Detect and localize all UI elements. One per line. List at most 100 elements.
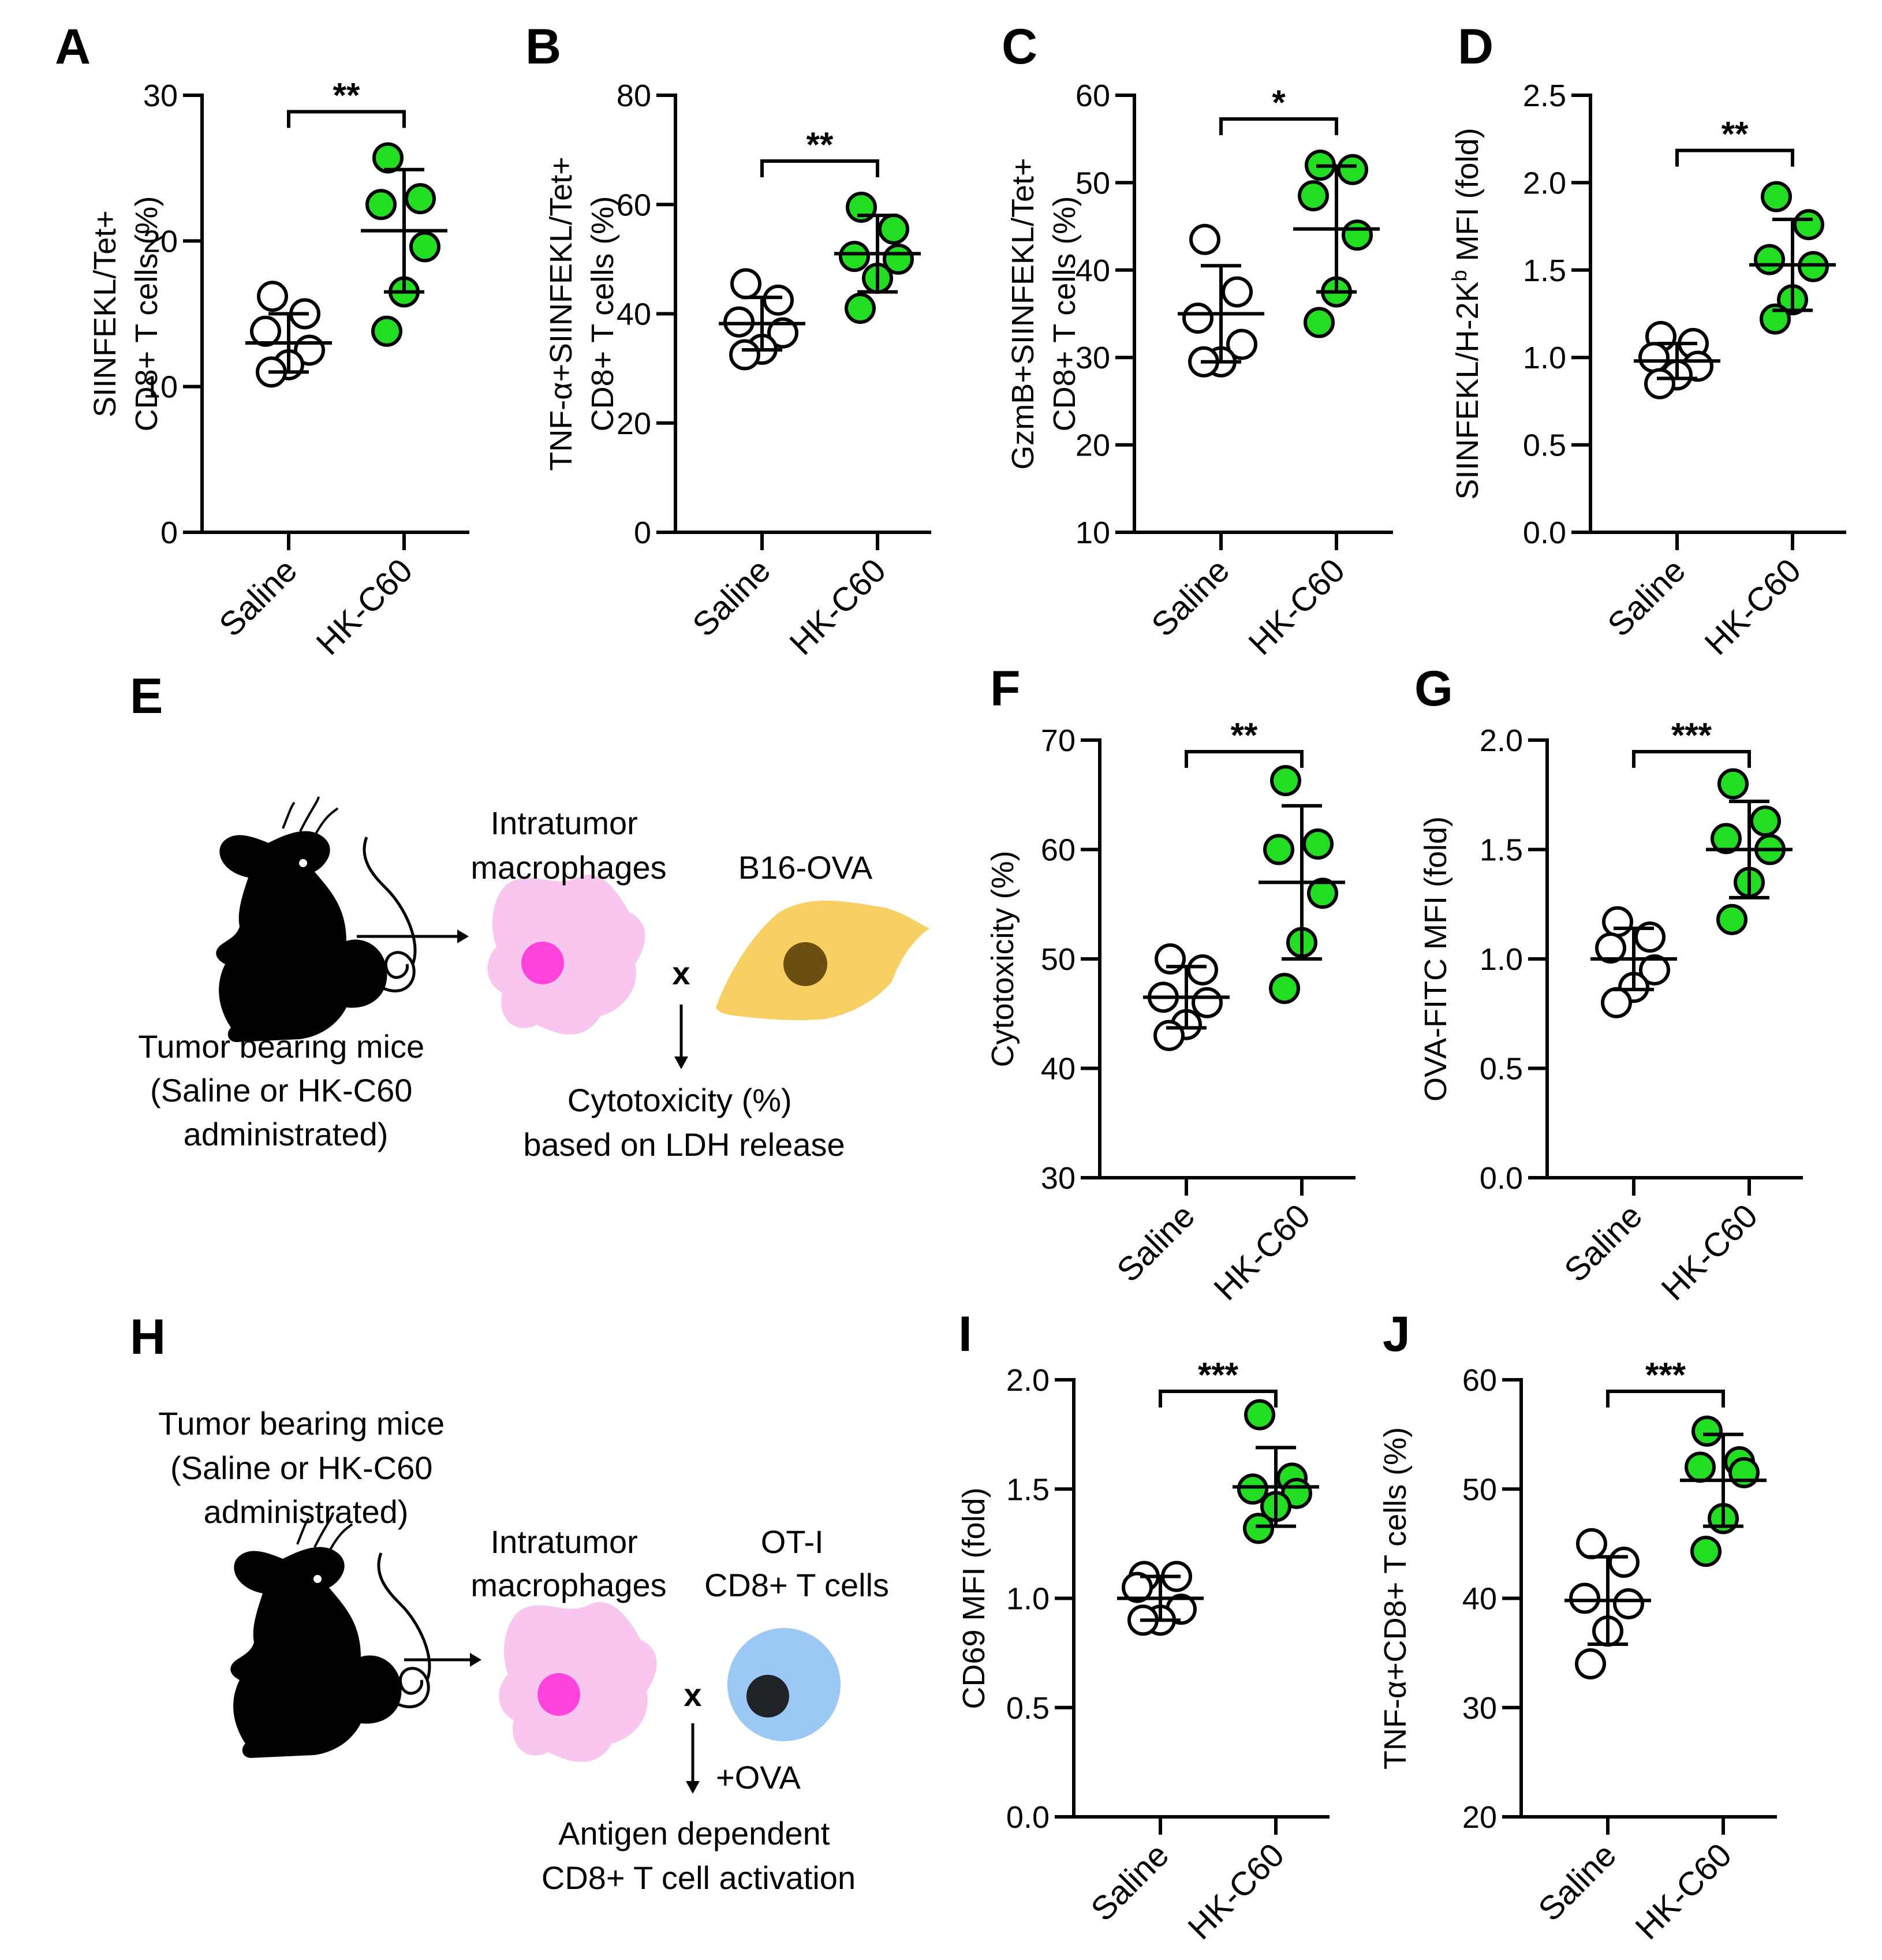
b16-nucleus (783, 942, 827, 986)
data-point-hk-c60 (365, 189, 397, 221)
data-point-hk-c60 (1342, 219, 1373, 251)
data-point-hk-c60 (1728, 1457, 1760, 1488)
y-tick-label: 30 (1076, 341, 1110, 375)
cross-symbol: x (684, 1677, 701, 1713)
category-label: HK-C60 (309, 551, 420, 662)
significance-bracket (1632, 750, 1751, 768)
y-tick-label: 1.5 (1523, 253, 1566, 288)
y-tick-label: 2.0 (1480, 723, 1523, 758)
data-point-saline (257, 281, 288, 312)
data-point-saline (1182, 303, 1213, 334)
category-label: Saline (1110, 1197, 1202, 1289)
category-label: Saline (685, 551, 778, 644)
significance-bracket (760, 159, 879, 177)
ova-label: +OVA (716, 1759, 801, 1795)
y-axis-label: CD69 MFI (fold) (957, 1487, 991, 1709)
y-axis-label: SIINFEKL/H-2Kb MFI (fold) (1447, 128, 1485, 499)
y-tick-label: 50 (1076, 166, 1110, 200)
data-point-hk-c60 (1761, 181, 1792, 212)
y-axis-label: GzmB+SIINFEKL/Tet+ CD8+ T cells (%) (1006, 158, 1082, 469)
data-point-hk-c60 (1307, 878, 1338, 909)
data-point-hk-c60 (409, 231, 440, 263)
significance-label: ** (1722, 115, 1749, 154)
significance-label: *** (1198, 1356, 1239, 1394)
data-point-hk-c60 (1269, 973, 1300, 1005)
macrophage-nucleus (521, 942, 564, 984)
y-axis-label: TNF-α+SIINFEKL/Tet+ CD8+ T cells (%) (544, 156, 620, 471)
data-point-hk-c60 (1243, 1513, 1274, 1544)
macrophage-cell (487, 875, 645, 1035)
y-axis-label: Cytotoxicity (%) (985, 850, 1020, 1067)
chart-panel-f: F 30 40 50 60 70 Saline HK-C60 Cytotoxicity (%) *… (985, 661, 1356, 1308)
y-tick-label: 20 (1076, 428, 1110, 463)
macrophage-cell (499, 1602, 657, 1762)
data-point-saline (1187, 954, 1218, 985)
data-point-hk-c60 (405, 183, 436, 215)
data-point-saline (1613, 1588, 1644, 1619)
significance-label: *** (1671, 716, 1712, 755)
data-point-saline (1601, 987, 1632, 1018)
data-point-hk-c60 (371, 315, 402, 347)
mouse-icon (216, 796, 417, 1042)
data-point-hk-c60 (1690, 1536, 1722, 1567)
significance-label: * (1272, 83, 1286, 122)
y-axis-label: SIINFEKL/Tet+ CD8+ T cells (%) (88, 196, 164, 432)
data-point-saline (729, 339, 760, 371)
y-tick-label: 10 (143, 370, 178, 405)
chart-panel-d: D 0.0 0.5 1.0 1.5 2.0 2.5 Saline HK-C60 SIINFEKL/… (1447, 19, 1846, 662)
mice-label-h: Tumor bearing mice (Saline or HK-C60 adm… (158, 1405, 453, 1530)
data-point-hk-c60 (845, 293, 876, 324)
data-point-hk-c60 (1337, 154, 1368, 185)
data-point-hk-c60 (1717, 768, 1749, 800)
y-tick-label: 0.5 (1006, 1691, 1050, 1726)
y-tick-label: 0.0 (1523, 516, 1566, 550)
data-point-saline (1602, 906, 1633, 938)
data-point-saline (1639, 954, 1670, 985)
data-point-saline (1608, 1547, 1640, 1578)
category-label: HK-C60 (1628, 1836, 1739, 1947)
data-point-hk-c60 (1793, 209, 1824, 241)
data-point-hk-c60 (1760, 303, 1791, 335)
significance-bracket (1219, 117, 1338, 136)
data-point-hk-c60 (1798, 251, 1829, 282)
y-tick-label: 60 (1076, 79, 1110, 113)
y-tick-label: 30 (1041, 1161, 1076, 1196)
result-label-e: Cytotoxicity (%) based on LDH release (523, 1082, 845, 1163)
chart-panel-j: J 20 30 40 50 60 Saline HK-C60 TNF-α+CD8+ T cell… (1378, 1306, 1777, 1947)
y-tick-label: 40 (617, 297, 651, 332)
data-point-saline (1222, 276, 1253, 308)
panel-letter: D (1458, 19, 1493, 74)
y-tick-label: 70 (1041, 723, 1076, 758)
panel-letter: I (958, 1306, 972, 1362)
mouse-icon (230, 1512, 431, 1758)
category-label: Saline (1557, 1197, 1649, 1289)
y-tick-label: 10 (1076, 516, 1110, 550)
macrophage-body (487, 875, 645, 1035)
category-label: HK-C60 (1241, 551, 1352, 662)
panel-letter: F (990, 661, 1021, 716)
diagram-e: E Intratumor macrophages B16-OVA x Tumor… (130, 669, 929, 1163)
category-label: Saline (1600, 551, 1693, 644)
data-point-saline (1634, 921, 1666, 953)
category-label: HK-C60 (782, 551, 893, 662)
y-tick-label: 30 (1462, 1691, 1497, 1726)
data-point-hk-c60 (1244, 1399, 1275, 1431)
category-label: HK-C60 (1207, 1197, 1317, 1308)
b16-label: B16-OVA (738, 849, 873, 886)
chart-panel-b: B 0 20 40 60 80 Saline HK-C60 TNF-α+SIINFEKL/Tet… (525, 19, 931, 662)
y-tick-label: 0.5 (1480, 1052, 1523, 1087)
y-tick-label: 1.0 (1480, 942, 1523, 977)
y-tick-label: 60 (617, 188, 651, 222)
panel-letter: J (1383, 1306, 1410, 1362)
y-tick-label: 40 (1462, 1582, 1497, 1616)
data-point-saline (1575, 1648, 1606, 1680)
data-point-hk-c60 (1302, 828, 1334, 860)
category-label: Saline (1144, 551, 1237, 644)
data-point-saline (1569, 1582, 1600, 1614)
y-tick-label: 40 (1041, 1052, 1076, 1087)
diagram-h: H Tumor bearing mice (Saline or HK-C60 a… (130, 1309, 889, 1896)
y-axis-label: OVA-FITC MFI (fold) (1418, 816, 1453, 1102)
data-point-hk-c60 (1304, 307, 1335, 338)
